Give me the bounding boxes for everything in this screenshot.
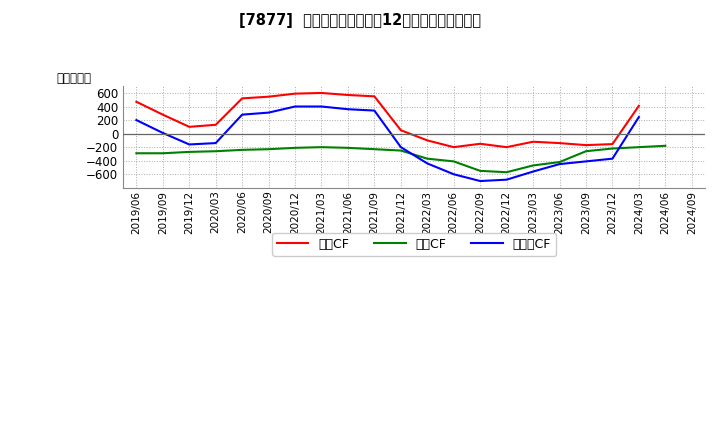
営業CF [449,144,458,150]
フリーCF [528,169,537,174]
営業CF [476,141,485,147]
フリーCF [582,159,590,164]
投資CF [528,163,537,168]
投資CF [423,156,431,161]
営業CF [343,92,352,98]
営業CF [528,139,537,144]
フリーCF [185,142,194,147]
営業CF [318,90,326,95]
フリーCF [370,108,379,113]
フリーCF [212,140,220,146]
営業CF [370,94,379,99]
営業CF [582,143,590,148]
営業CF [158,112,167,117]
営業CF [238,96,246,101]
投資CF [582,149,590,154]
投資CF [503,169,511,175]
投資CF [397,148,405,153]
フリーCF [608,156,617,161]
投資CF [343,145,352,150]
Legend: 営業CF, 投資CF, フリーCF: 営業CF, 投資CF, フリーCF [272,233,556,256]
フリーCF [449,172,458,177]
フリーCF [634,114,643,120]
投資CF [158,150,167,156]
投資CF [318,144,326,150]
フリーCF [238,112,246,117]
フリーCF [503,177,511,182]
Line: 投資CF: 投資CF [136,146,665,172]
フリーCF [476,178,485,183]
営業CF [291,91,300,96]
投資CF [555,159,564,165]
フリーCF [397,144,405,150]
投資CF [476,168,485,173]
投資CF [132,150,140,156]
フリーCF [291,104,300,109]
営業CF [132,99,140,104]
投資CF [634,144,643,150]
営業CF [423,138,431,143]
投資CF [608,146,617,151]
Line: 営業CF: 営業CF [136,93,639,147]
Y-axis label: （百万円）: （百万円） [56,72,91,85]
Line: フリーCF: フリーCF [136,106,639,181]
営業CF [264,94,273,99]
フリーCF [318,104,326,109]
投資CF [238,147,246,153]
営業CF [555,140,564,146]
投資CF [449,159,458,164]
営業CF [185,124,194,129]
Text: [7877]  キャッシュフローの12か月移動合計の推移: [7877] キャッシュフローの12か月移動合計の推移 [239,13,481,28]
フリーCF [132,117,140,123]
フリーCF [343,106,352,112]
営業CF [503,144,511,150]
投資CF [185,149,194,154]
投資CF [370,147,379,152]
営業CF [608,142,617,147]
フリーCF [423,161,431,166]
投資CF [212,149,220,154]
営業CF [397,128,405,133]
フリーCF [158,130,167,136]
営業CF [212,122,220,128]
フリーCF [264,110,273,115]
営業CF [634,103,643,109]
投資CF [291,145,300,150]
投資CF [661,143,670,148]
フリーCF [555,161,564,167]
投資CF [264,147,273,152]
